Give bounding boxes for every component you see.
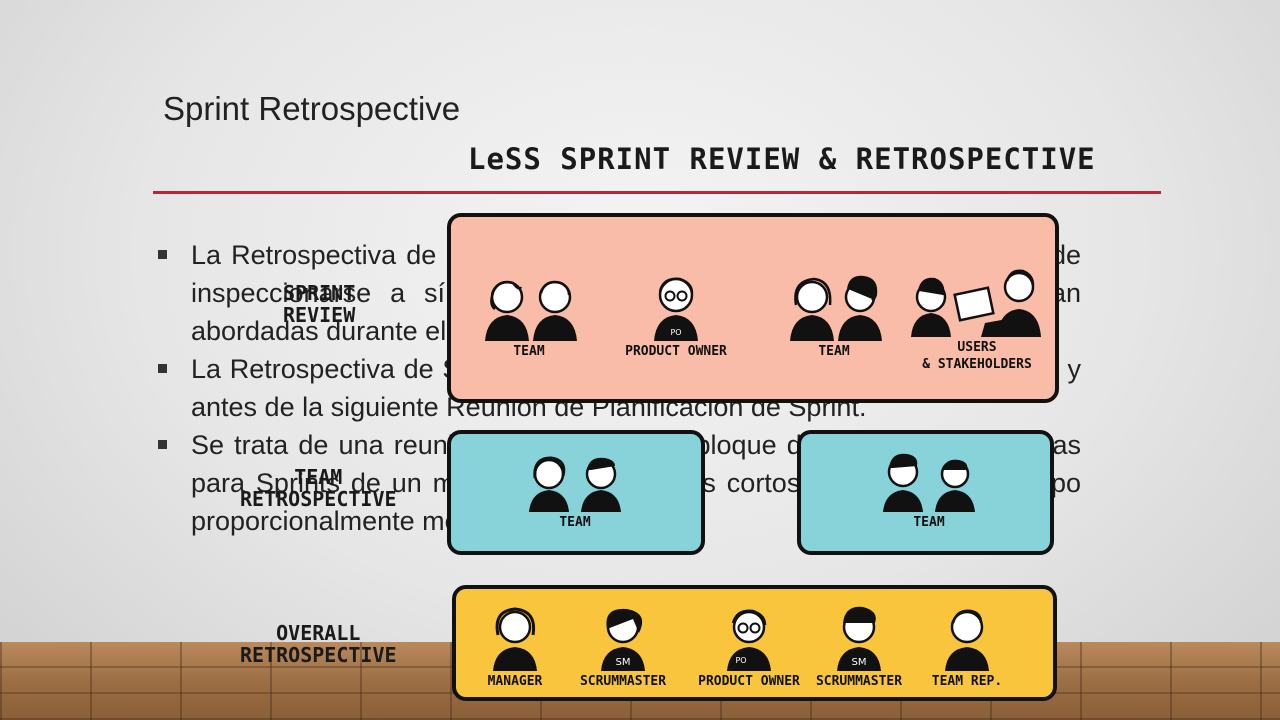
group-caption: MANAGER xyxy=(487,674,543,689)
team-people-icon xyxy=(883,453,975,512)
people-group: TEAM xyxy=(469,265,589,360)
svg-text:PO: PO xyxy=(670,328,681,337)
team-people-icon xyxy=(485,280,577,341)
people-group: PO PRODUCT OWNER xyxy=(611,265,741,360)
people-group: USERS & STAKEHOLDERS xyxy=(907,261,1047,373)
people-group: MANAGER xyxy=(470,599,560,690)
label-line: RETROSPECTIVE xyxy=(240,487,397,511)
overall-retrospective-box: MANAGER SM SCRUMMASTER PO PRODUCT OWNER xyxy=(452,585,1057,701)
people-group: SM SCRUMMASTER xyxy=(568,599,678,690)
group-caption: TEAM xyxy=(913,515,945,530)
team-retrospective-box-left: TEAM xyxy=(447,430,705,555)
team-retrospective-label: TEAM RETROSPECTIVE xyxy=(240,466,397,510)
illustration-title: LeSS SPRINT REVIEW & RETROSPECTIVE xyxy=(468,142,1096,176)
sprint-review-label: SPRINT REVIEW xyxy=(283,282,355,326)
team-rep-icon xyxy=(945,609,989,671)
label-line: TEAM xyxy=(294,465,343,489)
group-caption-line: USERS xyxy=(957,340,997,355)
group-caption: TEAM xyxy=(559,515,591,530)
group-caption: TEAM REP. xyxy=(931,674,1003,689)
group-caption: PRODUCT OWNER xyxy=(625,344,727,359)
manager-icon xyxy=(493,607,537,671)
group-caption: SCRUMMASTER xyxy=(815,674,903,689)
scrummaster-icon: SM xyxy=(601,608,645,671)
label-line: RETROSPECTIVE xyxy=(240,643,397,667)
group-caption-line: & STAKEHOLDERS xyxy=(922,357,1032,372)
shirt-mark: PO xyxy=(735,656,746,665)
people-group: SM SCRUMMASTER xyxy=(804,599,914,690)
users-stakeholders-icon xyxy=(911,269,1041,337)
overall-retrospective-label: OVERALL RETROSPECTIVE xyxy=(240,622,397,666)
people-group: TEAM xyxy=(779,265,889,360)
shirt-mark: SM xyxy=(852,657,867,668)
title-divider xyxy=(153,191,1161,194)
scrummaster-icon: SM xyxy=(837,606,881,671)
bullet-square-icon xyxy=(158,364,167,373)
group-caption: TEAM xyxy=(818,344,850,359)
slide-title: Sprint Retrospective xyxy=(163,90,461,127)
product-owner-icon: PO xyxy=(654,277,698,341)
shirt-mark: SM xyxy=(616,657,631,668)
product-owner-icon: PO xyxy=(727,609,771,671)
people-group: TEAM xyxy=(505,448,645,531)
bullet-square-icon xyxy=(158,440,167,449)
team-people-icon xyxy=(790,275,882,341)
group-caption: PRODUCT OWNER xyxy=(698,674,800,689)
label-line: REVIEW xyxy=(283,303,356,327)
group-caption: SCRUMMASTER xyxy=(579,674,667,689)
people-group: TEAM REP. xyxy=(922,599,1012,690)
people-group: PO PRODUCT OWNER xyxy=(684,599,814,690)
label-line: OVERALL xyxy=(276,621,361,645)
sprint-review-box: TEAM PO PRODUCT OWNER TEAM xyxy=(447,213,1059,403)
bullet-square-icon xyxy=(158,250,167,259)
group-caption: TEAM xyxy=(513,344,545,359)
people-group: TEAM xyxy=(859,446,999,531)
team-people-icon xyxy=(529,456,621,512)
team-retrospective-box-right: TEAM xyxy=(797,430,1054,555)
label-line: SPRINT xyxy=(283,281,356,305)
